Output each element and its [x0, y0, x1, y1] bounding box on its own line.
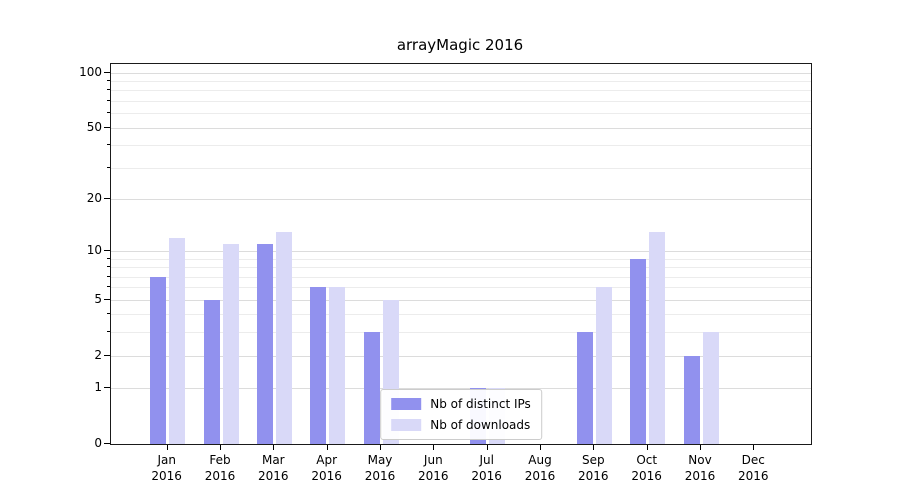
y-minor-tick-mark-60 [107, 112, 110, 114]
x-tick-label-dec: Dec 2016 [738, 453, 769, 483]
x-tick-label-jan: Jan 2016 [151, 453, 182, 483]
gridline-80 [111, 90, 811, 92]
bar-downloads-feb [222, 244, 239, 444]
y-minor-tick-mark-70 [107, 99, 110, 101]
legend-swatch-downloads [391, 419, 422, 431]
y-minor-tick-mark-30 [107, 166, 110, 168]
bar-downloads-nov [702, 332, 719, 444]
x-tick-mark-nov [700, 445, 701, 450]
x-tick-label-mar: Mar 2016 [258, 453, 289, 483]
y-tick-label-0: 0 [94, 436, 102, 450]
y-tick-label-100: 100 [79, 64, 102, 79]
gridline-20 [111, 198, 811, 200]
bar-distinct-ips-may [363, 332, 380, 444]
x-tick-mark-jun [433, 445, 435, 450]
y-minor-tick-mark-40 [107, 144, 110, 145]
bar-distinct-ips-oct [630, 258, 647, 444]
y-tick-mark-10 [104, 250, 110, 251]
x-tick-label-apr: Apr 2016 [311, 453, 342, 483]
x-tick-mark-aug [540, 445, 541, 450]
y-tick-mark-50 [104, 126, 110, 128]
y-tick-label-10: 10 [86, 243, 102, 257]
bar-distinct-ips-mar [256, 244, 273, 444]
x-tick-label-may: May 2016 [364, 453, 396, 483]
chart-title: arrayMagic 2016 [396, 36, 524, 54]
bar-downloads-oct [649, 231, 666, 444]
gridline-4 [111, 314, 811, 316]
legend-label-distinct-ips: Nb of distinct IPs [430, 397, 531, 411]
y-tick-label-1: 1 [94, 380, 102, 395]
bar-downloads-sep [595, 287, 612, 444]
y-minor-tick-mark-3 [107, 331, 110, 333]
x-tick-label-sep: Sep 2016 [578, 453, 609, 483]
bar-distinct-ips-nov [683, 355, 700, 444]
gridline-2 [111, 355, 811, 357]
x-tick-mark-sep [593, 445, 595, 450]
gridline-3 [111, 332, 811, 334]
y-tick-mark-1 [104, 387, 110, 389]
x-tick-mark-dec [753, 445, 755, 450]
y-minor-tick-mark-4 [107, 313, 110, 315]
y-minor-tick-mark-90 [107, 79, 110, 81]
x-tick-mark-jan [166, 445, 168, 450]
x-tick-mark-oct [646, 445, 648, 450]
y-tick-mark-20 [104, 197, 110, 199]
gridline-1 [111, 388, 811, 390]
x-tick-mark-mar [273, 445, 275, 450]
x-tick-mark-apr [326, 445, 328, 450]
gridline-5 [111, 299, 811, 301]
y-tick-label-5: 5 [94, 291, 102, 306]
x-tick-label-feb: Feb 2016 [204, 453, 236, 483]
gridline-90 [111, 80, 811, 82]
bar-distinct-ips-apr [310, 287, 327, 444]
gridline-70 [111, 100, 811, 102]
gridline-50 [111, 127, 811, 129]
legend-item-distinct-ips: Nb of distinct IPs [391, 397, 531, 411]
legend-swatch-distinct-ips [391, 398, 422, 410]
gridline-7 [111, 276, 811, 278]
bar-downloads-jan [169, 237, 186, 444]
gridline-6 [111, 287, 811, 289]
x-tick-label-jun: Jun 2016 [418, 453, 449, 483]
y-minor-tick-mark-7 [107, 275, 110, 277]
gridline-40 [111, 145, 811, 146]
gridline-10 [111, 251, 811, 252]
bar-distinct-ips-feb [203, 299, 220, 444]
y-tick-label-20: 20 [86, 190, 102, 205]
legend: Nb of distinct IPs Nb of downloads [380, 389, 542, 440]
y-tick-mark-0 [104, 443, 110, 444]
x-tick-label-oct: Oct 2016 [631, 453, 662, 483]
y-minor-tick-mark-9 [107, 257, 110, 259]
x-tick-mark-jul [486, 445, 488, 450]
y-tick-label-50: 50 [86, 119, 102, 134]
x-tick-label-nov: Nov 2016 [684, 453, 716, 483]
y-minor-tick-mark-6 [107, 286, 110, 288]
bar-distinct-ips-sep [576, 332, 593, 444]
y-minor-tick-mark-80 [107, 89, 110, 91]
x-tick-mark-may [380, 445, 381, 450]
legend-label-downloads: Nb of downloads [430, 418, 531, 432]
gridline-30 [111, 167, 811, 169]
gridline-9 [111, 258, 811, 260]
x-tick-mark-feb [220, 445, 221, 450]
bar-downloads-apr [329, 287, 346, 444]
bar-distinct-ips-jan [150, 276, 167, 444]
gridline-60 [111, 113, 811, 115]
bar-downloads-mar [275, 231, 292, 444]
x-tick-label-aug: Aug 2016 [524, 453, 556, 483]
y-tick-mark-5 [104, 298, 110, 300]
y-minor-tick-mark-8 [107, 266, 110, 268]
gridline-8 [111, 267, 811, 269]
legend-item-downloads: Nb of downloads [391, 418, 531, 432]
x-tick-label-jul: Jul 2016 [471, 453, 502, 483]
y-tick-mark-100 [104, 71, 110, 73]
plot-area: Nb of distinct IPs Nb of downloads [110, 63, 812, 445]
gridline-100 [111, 72, 811, 74]
y-tick-label-2: 2 [94, 347, 102, 362]
y-tick-mark-2 [104, 354, 110, 356]
